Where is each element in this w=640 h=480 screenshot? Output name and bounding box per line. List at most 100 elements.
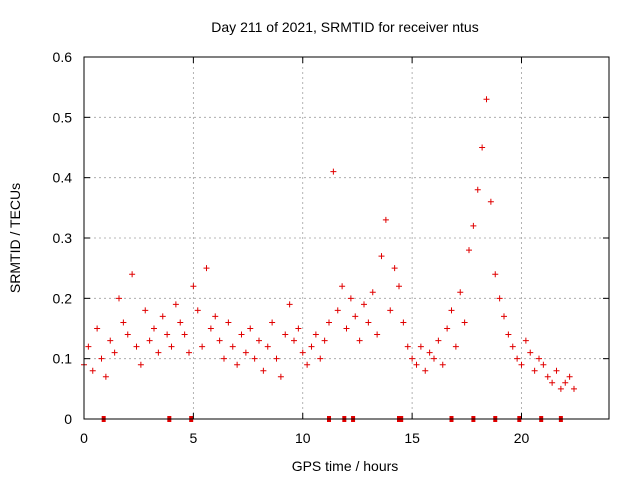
axis-ticks: 0 0.1 0.2 0.3 0.4 0.5 0.6 0 5 10 15 20 <box>53 49 609 446</box>
data-point <box>190 283 197 290</box>
data-point <box>409 355 416 362</box>
data-point <box>321 337 328 344</box>
x-axis-label: GPS time / hours <box>292 458 399 474</box>
chart-title: Day 211 of 2021, SRMTID for receiver ntu… <box>211 19 478 35</box>
data-point <box>172 301 179 308</box>
data-point <box>339 283 346 290</box>
data-point <box>400 319 407 326</box>
data-point <box>334 307 341 314</box>
data-point <box>308 343 315 350</box>
x-tick-label: 15 <box>404 430 420 446</box>
y-axis-label: SRMTID / TECUs <box>7 183 23 293</box>
data-point <box>111 349 118 356</box>
data-point <box>501 313 507 320</box>
data-point <box>216 337 223 344</box>
data-point <box>203 265 210 272</box>
data-point <box>221 355 227 362</box>
data-point <box>466 247 472 254</box>
data-point <box>422 367 429 374</box>
data-point <box>273 355 280 362</box>
data-point <box>120 319 127 326</box>
data-point <box>352 313 359 320</box>
data-point <box>312 331 319 338</box>
data-point <box>260 367 267 374</box>
data-point <box>544 373 551 380</box>
data-point <box>129 271 136 278</box>
y-tick-label: 0.2 <box>53 290 73 306</box>
data-point <box>361 301 367 308</box>
y-tick-label: 0.3 <box>53 230 73 246</box>
data-point <box>509 343 516 350</box>
data-point <box>251 355 258 362</box>
data-point <box>94 325 101 332</box>
data-points <box>81 96 577 392</box>
data-point <box>330 168 337 175</box>
data-point <box>413 361 420 368</box>
data-point <box>448 307 455 314</box>
data-point <box>369 289 376 296</box>
data-point <box>133 343 140 350</box>
data-point <box>291 337 297 344</box>
data-point <box>168 343 175 350</box>
data-point <box>207 325 214 332</box>
y-tick-label: 0.1 <box>53 351 73 367</box>
data-point <box>562 379 569 386</box>
data-point <box>98 355 105 362</box>
data-point <box>382 216 389 223</box>
data-point <box>365 319 372 326</box>
data-point <box>356 337 363 344</box>
data-point <box>553 367 560 374</box>
grid-lines <box>84 57 609 419</box>
data-point <box>317 355 324 362</box>
data-point <box>304 361 311 368</box>
x-tick-label: 20 <box>514 430 530 446</box>
data-point <box>282 331 289 338</box>
data-point <box>277 373 284 380</box>
data-point <box>417 343 424 350</box>
data-point <box>238 331 245 338</box>
data-point <box>343 325 350 332</box>
data-point <box>242 349 249 356</box>
data-point <box>505 331 512 338</box>
data-point <box>212 313 219 320</box>
data-point <box>522 337 529 344</box>
data-point <box>387 307 394 314</box>
data-point <box>256 337 262 344</box>
data-point <box>391 265 398 272</box>
data-point <box>164 331 171 338</box>
data-point <box>566 373 573 380</box>
data-point <box>557 385 564 392</box>
data-point <box>299 349 306 356</box>
data-point <box>404 343 411 350</box>
data-point <box>159 313 166 320</box>
data-point <box>151 325 157 332</box>
data-point <box>470 222 477 229</box>
data-point <box>531 367 538 374</box>
x-tick-label: 5 <box>189 430 197 446</box>
data-point <box>431 355 437 362</box>
y-tick-label: 0.5 <box>53 109 73 125</box>
data-point <box>269 319 276 326</box>
data-point <box>142 307 149 314</box>
data-point <box>452 343 459 350</box>
data-point <box>199 343 206 350</box>
data-point <box>496 295 503 302</box>
x-tick-label: 10 <box>295 430 311 446</box>
data-point <box>194 307 201 314</box>
data-point <box>181 331 188 338</box>
data-point <box>247 325 254 332</box>
y-tick-label: 0.6 <box>53 49 73 65</box>
data-point <box>225 319 232 326</box>
data-point <box>146 337 153 344</box>
data-point <box>487 198 494 205</box>
data-point <box>264 343 271 350</box>
data-point <box>295 325 302 332</box>
data-point <box>234 361 241 368</box>
x-tick-label: 0 <box>80 430 88 446</box>
data-point <box>177 319 184 326</box>
y-tick-label: 0 <box>64 411 72 427</box>
data-point <box>378 253 385 260</box>
data-point <box>571 385 577 392</box>
data-point <box>137 361 144 368</box>
data-point <box>107 337 114 344</box>
